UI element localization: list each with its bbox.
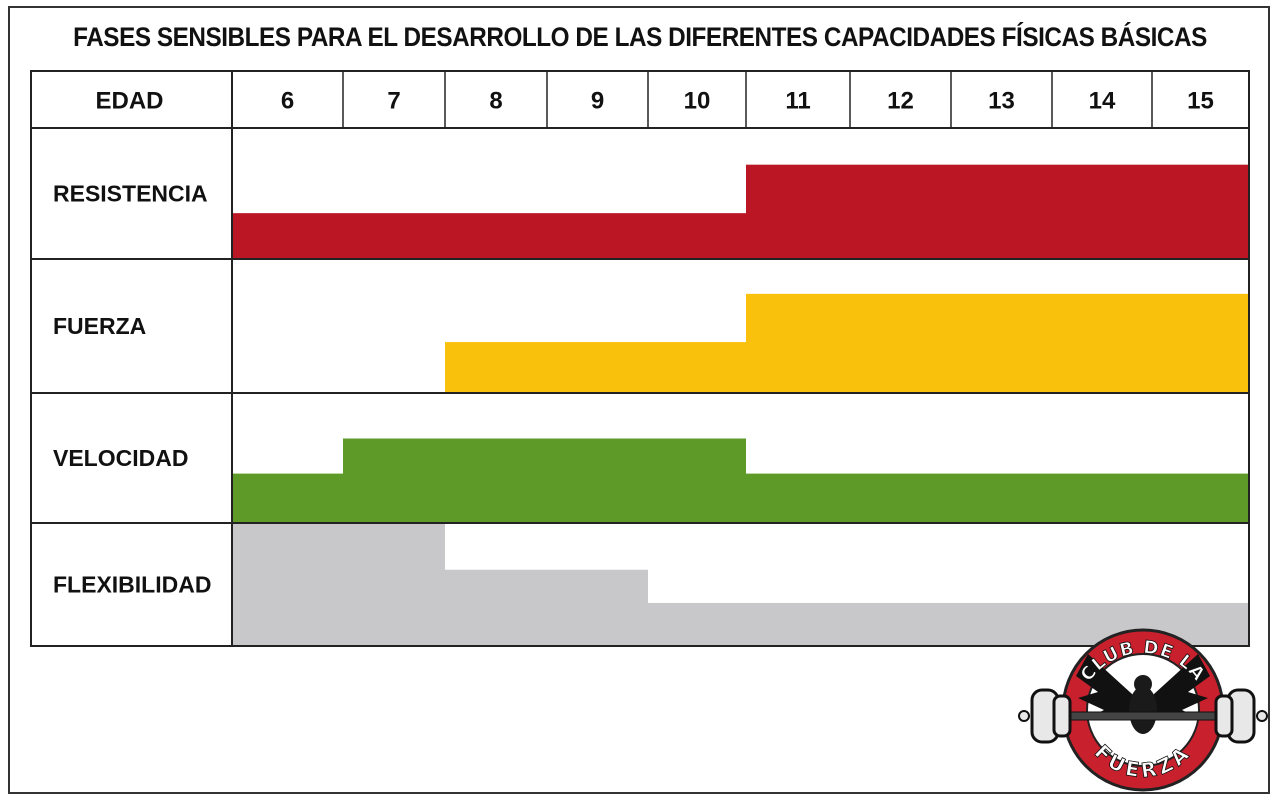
row-label-resistencia: RESISTENCIA — [53, 181, 208, 207]
age-tick-14: 14 — [1089, 88, 1116, 115]
age-tick-11: 11 — [785, 88, 810, 115]
club-de-la-fuerza-logo: CLUB DE LA FUERZA — [1018, 628, 1268, 792]
grid-layer — [30, 70, 1250, 647]
velocidad-bar-segment-1 — [232, 473, 343, 523]
velocidad-bar-segment-2 — [343, 438, 746, 523]
age-tick-10: 10 — [684, 88, 711, 115]
row-label-velocidad: VELOCIDAD — [53, 445, 188, 471]
resistencia-bar-segment-1 — [232, 213, 746, 259]
age-tick-8: 8 — [489, 88, 502, 115]
age-header-label: EDAD — [95, 88, 163, 115]
age-tick-7: 7 — [387, 88, 400, 115]
flexibilidad-bar-segment-1 — [232, 523, 445, 646]
velocidad-bar-segment-3 — [746, 473, 1249, 523]
row-label-flexibilidad: FLEXIBILIDAD — [53, 572, 211, 598]
chart-frame — [8, 6, 1270, 794]
age-tick-15: 15 — [1187, 88, 1214, 115]
age-tick-9: 9 — [591, 88, 604, 115]
row-label-fuerza: FUERZA — [53, 313, 146, 339]
age-tick-12: 12 — [887, 88, 914, 115]
table-border — [30, 70, 1250, 647]
age-tick-6: 6 — [281, 88, 294, 115]
bars-layer — [232, 164, 1249, 646]
fuerza-bar-segment-2 — [746, 293, 1249, 393]
labels-layer: EDAD 6 7 8 9 10 11 12 13 14 15 RESISTENCIA FUERZA VE… — [53, 88, 1214, 598]
fuerza-bar-segment-1 — [445, 342, 746, 393]
age-tick-13: 13 — [988, 88, 1015, 115]
flexibilidad-bar-segment-2 — [445, 569, 648, 646]
chart-title: FASES SENSIBLES PARA EL DESARROLLO DE LA… — [73, 22, 1207, 52]
resistencia-bar-segment-2 — [746, 164, 1249, 259]
